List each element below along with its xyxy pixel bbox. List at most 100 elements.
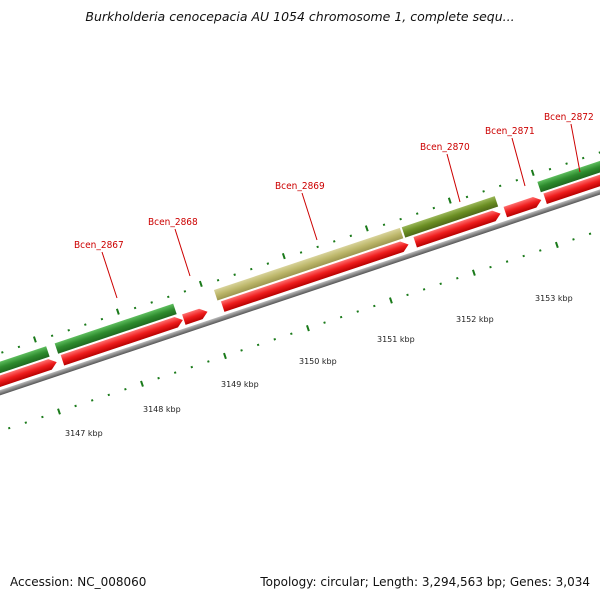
gene-label[interactable]: Bcen_2870: [420, 142, 470, 153]
scale-tick: [223, 352, 227, 360]
scale-tick: [124, 388, 127, 391]
scale-tick: [67, 328, 70, 332]
gene-feature: [213, 227, 404, 301]
gene-leader-line: [570, 123, 581, 173]
scale-tick: [167, 295, 170, 299]
kbp-label: 3153 kbp: [535, 294, 573, 303]
scale-tick: [422, 288, 426, 291]
scale-tick: [250, 267, 253, 271]
kbp-label: 3150 kbp: [299, 357, 337, 366]
scale-tick: [489, 265, 492, 269]
scale-tick: [107, 393, 111, 397]
gene-label[interactable]: Bcen_2867: [74, 240, 124, 251]
kbp-label: 3152 kbp: [456, 315, 494, 324]
scale-tick: [482, 190, 485, 193]
tick-row-top: [1, 151, 600, 354]
scale-tick: [439, 282, 442, 286]
scale-tick: [7, 426, 11, 430]
scale-tick: [100, 317, 104, 321]
scale-tick: [24, 421, 28, 424]
gene-feature: [401, 196, 499, 238]
scale-tick: [456, 276, 459, 280]
scale-tick: [84, 323, 87, 326]
gene-leader-line: [446, 153, 461, 203]
scale-tick: [273, 338, 277, 341]
kbp-label: 3149 kbp: [221, 380, 259, 389]
gene-feature: [0, 359, 57, 400]
scale-tick: [323, 321, 326, 324]
gene-leader-line: [174, 228, 191, 277]
scale-tick: [522, 254, 525, 258]
scale-tick: [173, 371, 177, 374]
scale-tick: [299, 251, 303, 254]
scale-tick: [32, 336, 37, 343]
scale-tick: [57, 408, 61, 415]
gene-label[interactable]: Bcen_2869: [275, 181, 325, 192]
scale-tick: [332, 240, 336, 243]
scale-tick: [548, 167, 552, 171]
scale-tick: [150, 301, 153, 304]
scale-tick: [115, 308, 120, 315]
scale-tick: [133, 306, 137, 310]
scale-tick: [140, 380, 144, 387]
scale-tick: [565, 162, 568, 165]
scale-tick: [1, 351, 4, 354]
gene-label[interactable]: Bcen_2872: [544, 112, 594, 123]
scale-tick: [588, 232, 592, 236]
scale-tick: [74, 404, 77, 408]
scale-tick: [515, 179, 519, 182]
scale-tick: [505, 260, 509, 263]
scale-tick: [256, 343, 260, 347]
scale-tick: [266, 262, 270, 265]
scale-tick: [406, 293, 409, 297]
gene-callouts: Bcen_2867 Bcen_2868 Bcen_2869 Bcen_2870 Bcen…: [74, 112, 594, 299]
scale-tick: [498, 184, 502, 188]
scale-tick: [399, 217, 402, 221]
scale-tick: [216, 278, 220, 282]
gene-feature: [503, 197, 542, 218]
scale-tick: [281, 252, 286, 260]
scale-tick: [389, 297, 393, 304]
scale-tick: [581, 156, 585, 160]
scale-tick: [17, 345, 21, 349]
gene-feature: [220, 241, 409, 312]
scale-tick: [207, 360, 210, 363]
scale-tick: [432, 206, 436, 210]
scale-tick: [240, 349, 243, 352]
gene-feature: [413, 210, 501, 248]
gene-leader-line: [511, 137, 526, 187]
gene-leader-line: [101, 251, 118, 299]
scale-tick: [349, 234, 353, 238]
scale-tick: [290, 332, 293, 336]
gene-feature: [543, 173, 600, 204]
summary-text: Topology: circular; Length: 3,294,563 bp…: [260, 575, 590, 589]
gene-feature: [60, 316, 183, 366]
scale-tick: [415, 212, 419, 215]
scale-tick: [41, 415, 44, 419]
scale-tick: [198, 280, 203, 288]
scale-tick: [356, 310, 359, 313]
gene-label[interactable]: Bcen_2871: [485, 126, 535, 137]
scale-tick: [572, 238, 575, 241]
kbp-label: 3151 kbp: [377, 335, 415, 344]
genome-backbone: [0, 174, 600, 408]
scale-tick: [316, 245, 319, 249]
scale-tick: [306, 325, 310, 332]
gene-feature: [537, 156, 600, 193]
gene-feature: [0, 346, 50, 388]
scale-tick: [382, 223, 386, 226]
scale-tick: [447, 197, 452, 204]
kbp-label: 3147 kbp: [65, 429, 103, 438]
scale-tick: [233, 273, 236, 276]
scale-tick: [471, 269, 476, 276]
scale-tick: [364, 225, 369, 232]
scale-tick: [554, 241, 559, 249]
accession-text: Accession: NC_008060: [10, 575, 147, 589]
scale-tick: [50, 334, 54, 338]
scale-labels: 3147 kbp 3148 kbp 3149 kbp 3150 kbp 3151 kbp…: [65, 294, 573, 438]
gene-label[interactable]: Bcen_2868: [148, 217, 198, 228]
scale-tick: [157, 376, 160, 380]
gene-leader-line: [301, 192, 318, 241]
map-title: Burkholderia cenocepacia AU 1054 chromos…: [85, 9, 515, 24]
